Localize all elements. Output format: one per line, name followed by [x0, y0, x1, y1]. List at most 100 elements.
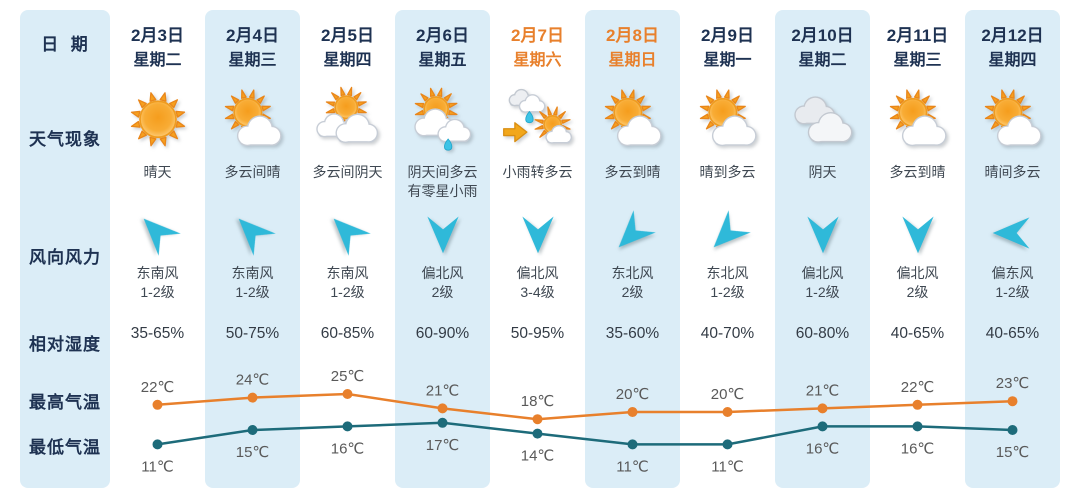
date-label: 2月9日	[701, 26, 754, 45]
wind-icon-cell	[300, 202, 395, 264]
weekday-label: 星期四	[988, 52, 1037, 69]
wind-arrow-icon	[333, 218, 371, 256]
weather-description: 多云到晴	[889, 164, 946, 180]
wind-icon-cell	[205, 202, 300, 264]
date-header: 2月11日 星期三	[870, 10, 965, 82]
humidity-value: 50-75%	[225, 325, 280, 342]
wind-text: 偏东风 1-2级	[965, 264, 1060, 312]
date-header: 2月3日 星期二	[110, 10, 205, 82]
wind-force-label: 1-2级	[805, 284, 840, 300]
wind-text: 偏北风 2级	[870, 264, 965, 312]
wind-text: 东南风 1-2级	[110, 264, 205, 312]
row-label-tmin: 最低气温	[29, 438, 101, 457]
weather-icon-cell	[300, 82, 395, 160]
wind-icon-cell	[110, 202, 205, 264]
mostly-sunny-icon	[604, 89, 662, 147]
weather-description: 晴到多云	[699, 164, 756, 180]
forecast-day-column-2月6日: 2月6日 星期五 阴天间多云 有零星小雨 偏北风 2级 60-90%	[395, 10, 490, 488]
wind-force-label: 1-2级	[710, 284, 745, 300]
humidity-value: 50-95%	[510, 325, 565, 342]
mostly-sunny-icon	[889, 89, 947, 147]
overcast-rain-icon	[413, 87, 471, 151]
row-label-wind: 风向风力	[29, 248, 101, 267]
wind-arrow-icon	[426, 216, 459, 254]
forecast-day-column-2月3日: 2月3日 星期二 晴天 东南风 1-2级 35-65%	[110, 10, 205, 488]
wind-icon-cell	[680, 202, 775, 264]
weather-description: 小雨转多云	[502, 164, 573, 180]
date-label: 2月7日	[511, 26, 564, 45]
wind-direction-label: 东北风	[706, 265, 749, 281]
date-label: 2月12日	[981, 26, 1044, 45]
date-header: 2月7日 星期六	[490, 10, 585, 82]
wind-direction-label: 东南风	[136, 265, 179, 281]
forecast-day-column-2月8日: 2月8日 星期日 多云到晴 东北风 2级 35-60%	[585, 10, 680, 488]
date-header: 2月4日 星期三	[205, 10, 300, 82]
forecast-day-column-2月9日: 2月9日 星期一 晴到多云 东北风 1-2级 40-70%	[680, 10, 775, 488]
overcast-icon	[793, 96, 852, 143]
row-label-tmax: 最高气温	[29, 393, 101, 412]
sunny-icon	[130, 92, 185, 147]
weather-icon-cell	[870, 82, 965, 160]
forecast-day-column-2月5日: 2月5日 星期四 多云间阴天 东南风 1-2级 60-85%	[300, 10, 395, 488]
row-label-date: 日 期	[41, 35, 89, 54]
wind-icon-cell	[870, 202, 965, 264]
wind-force-label: 3-4级	[520, 284, 555, 300]
wind-direction-label: 东北风	[611, 265, 654, 281]
humidity-value: 60-90%	[415, 325, 470, 342]
date-label: 2月5日	[321, 26, 374, 45]
wind-force-label: 1-2级	[995, 284, 1030, 300]
date-label: 2月11日	[886, 26, 949, 45]
wind-icon-cell	[965, 202, 1060, 264]
weather-icon-cell	[205, 82, 300, 160]
date-header: 2月8日 星期日	[585, 10, 680, 82]
weather-icon-cell	[585, 82, 680, 160]
wind-arrow-icon	[618, 210, 656, 248]
rain-to-cloudy-icon	[502, 88, 572, 144]
weather-description: 多云到晴	[604, 164, 661, 180]
wind-icon-cell	[395, 202, 490, 264]
weekday-label: 星期二	[133, 52, 182, 69]
row-labels-column: 日 期 天气现象 风向风力 相对湿度 最高气温 最低气温	[20, 10, 110, 488]
forecast-day-column-2月7日: 2月7日 星期六 小雨转多云 偏北风 3-4级 50-95%	[490, 10, 585, 488]
weekday-label: 星期日	[608, 52, 657, 69]
weekday-label: 星期三	[893, 52, 942, 69]
wind-text: 东北风 2级	[585, 264, 680, 312]
cloudy-icon	[315, 86, 378, 143]
date-header: 2月5日 星期四	[300, 10, 395, 82]
wind-text: 偏北风 3-4级	[490, 264, 585, 312]
mostly-sunny-icon	[984, 89, 1042, 147]
forecast-day-column-2月10日: 2月10日 星期二 阴天 偏北风 1-2级 60-80%	[775, 10, 870, 488]
wind-force-label: 1-2级	[140, 284, 175, 300]
weather-icon-cell	[965, 82, 1060, 160]
weather-description: 晴间多云	[984, 164, 1041, 180]
wind-icon-cell	[585, 202, 680, 264]
wind-text: 偏北风 2级	[395, 264, 490, 312]
weekday-label: 星期六	[513, 52, 562, 69]
wind-direction-label: 偏北风	[516, 265, 559, 281]
wind-text: 偏北风 1-2级	[775, 264, 870, 312]
wind-force-label: 2级	[431, 284, 454, 300]
wind-arrow-icon	[238, 218, 276, 256]
humidity-value: 40-65%	[985, 325, 1040, 342]
weekday-label: 星期五	[418, 52, 467, 69]
wind-arrow-icon	[713, 210, 751, 248]
wind-direction-label: 东南风	[326, 265, 369, 281]
date-header: 2月12日 星期四	[965, 10, 1060, 82]
wind-text: 东南风 1-2级	[205, 264, 300, 312]
weather-description: 晴天	[143, 164, 172, 180]
wind-direction-label: 偏东风	[991, 265, 1034, 281]
date-label: 2月8日	[606, 26, 659, 45]
forecast-day-column-2月4日: 2月4日 星期三 多云间晴 东南风 1-2级 50-75%	[205, 10, 300, 488]
row-label-humidity: 相对湿度	[29, 335, 101, 354]
wind-arrow-icon	[901, 216, 934, 254]
humidity-value: 60-80%	[795, 325, 850, 342]
date-label: 2月3日	[131, 26, 184, 45]
forecast-day-column-2月12日: 2月12日 星期四 晴间多云 偏东风 1-2级 40-65%	[965, 10, 1060, 488]
wind-text: 东北风 1-2级	[680, 264, 775, 312]
weekday-label: 星期二	[798, 52, 847, 69]
weather-description: 多云间晴	[224, 164, 281, 180]
wind-icon-cell	[775, 202, 870, 264]
weekday-label: 星期四	[323, 52, 372, 69]
date-label: 2月4日	[226, 26, 279, 45]
